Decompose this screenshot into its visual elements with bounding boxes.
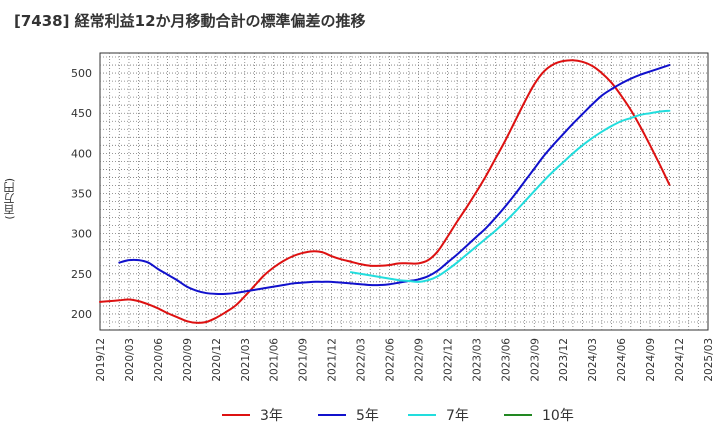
y-tick-label: 400 bbox=[71, 147, 92, 160]
legend-label: 3年 bbox=[260, 408, 283, 424]
y-tick-label: 450 bbox=[71, 107, 92, 120]
x-tick-label: 2020/09 bbox=[182, 338, 194, 382]
legend-label: 10年 bbox=[542, 408, 574, 424]
series-lines bbox=[99, 59, 671, 324]
y-tick-label: 300 bbox=[71, 228, 92, 241]
legend-swatch bbox=[222, 414, 250, 416]
x-tick-label: 2020/12 bbox=[211, 338, 223, 382]
x-axis: 2019/12 2020/03 2020/06 2020/09 2020/12 2021/… bbox=[95, 338, 715, 382]
x-tick-label: 2021/03 bbox=[240, 338, 252, 382]
chart-title: [7438] 経常利益12か月移動合計の標準偏差の推移 bbox=[14, 12, 366, 30]
x-tick-label: 2019/12 bbox=[95, 338, 107, 382]
legend-item: 10年 bbox=[504, 402, 574, 428]
y-tick-label: 200 bbox=[71, 308, 92, 321]
x-tick-label: 2024/03 bbox=[587, 338, 599, 382]
x-tick-label: 2024/06 bbox=[616, 338, 628, 382]
series-line-7年 bbox=[349, 109, 671, 283]
x-tick-label: 2021/09 bbox=[298, 338, 310, 382]
series-line-3年 bbox=[99, 59, 671, 324]
legend-swatch bbox=[318, 414, 346, 416]
x-tick-label: 2023/06 bbox=[500, 338, 512, 382]
x-tick-label: 2021/12 bbox=[327, 338, 339, 382]
x-tick-label: 2020/03 bbox=[124, 338, 136, 382]
x-tick-label: 2025/03 bbox=[703, 338, 715, 382]
legend-label: 7年 bbox=[446, 408, 469, 424]
x-tick-label: 2024/12 bbox=[674, 338, 686, 382]
x-tick-label: 2023/03 bbox=[471, 338, 483, 382]
y-tick-label: 250 bbox=[71, 268, 92, 281]
x-tick-label: 2023/09 bbox=[529, 338, 541, 382]
plot-area bbox=[99, 52, 709, 331]
legend-item: 3年 bbox=[222, 402, 283, 428]
x-tick-label: 2023/12 bbox=[558, 338, 570, 382]
x-tick-label: 2022/03 bbox=[356, 338, 368, 382]
grid bbox=[100, 53, 708, 330]
legend-item: 5年 bbox=[318, 402, 379, 428]
x-tick-label: 2021/06 bbox=[269, 338, 281, 382]
legend-swatch bbox=[408, 414, 436, 416]
legend-swatch bbox=[504, 414, 532, 416]
y-tick-label: 350 bbox=[71, 188, 92, 201]
x-tick-label: 2022/06 bbox=[385, 338, 397, 382]
x-tick-label: 2022/09 bbox=[413, 338, 425, 382]
x-tick-label: 2024/09 bbox=[645, 338, 657, 382]
legend-label: 5年 bbox=[356, 408, 379, 424]
y-axis: 200 250 300 350 400 450 500 bbox=[71, 67, 92, 321]
y-tick-label: 500 bbox=[71, 67, 92, 80]
line-chart: 200 250 300 350 400 450 500 2019/12 2020/03 2020… bbox=[71, 52, 715, 382]
legend: 3年 5年 7年 10年 bbox=[0, 402, 720, 428]
x-tick-label: 2022/12 bbox=[442, 338, 454, 382]
x-tick-label: 2020/06 bbox=[153, 338, 165, 382]
legend-item: 7年 bbox=[408, 402, 469, 428]
series-line-5年 bbox=[118, 64, 671, 295]
